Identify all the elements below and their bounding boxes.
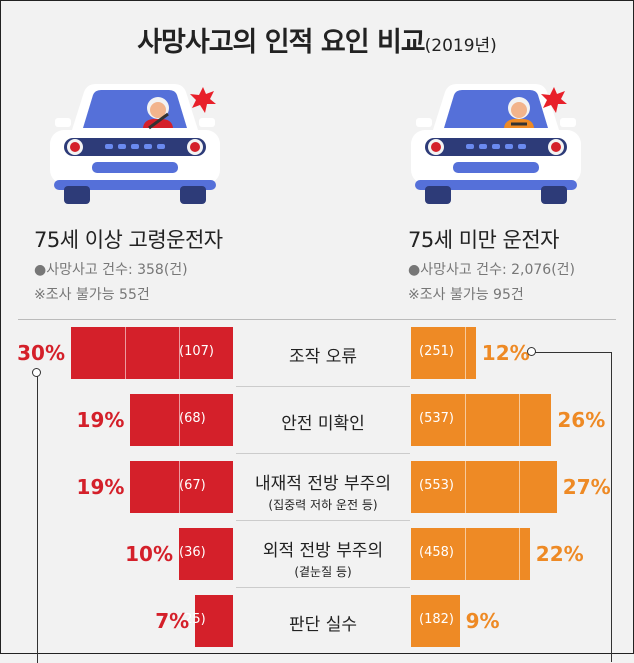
older-group-label: 75세 이상 고령운전자 (34, 228, 223, 252)
older-death-count: ●사망사고 건수: 358(건) (34, 262, 188, 278)
category-name: 판단 실수 (289, 615, 357, 635)
older-percent-label: 7% (155, 609, 190, 633)
older-bar (71, 327, 233, 379)
category-note: (집중력 저하 운전 등) (268, 498, 378, 512)
older-bar (195, 595, 233, 647)
older-connector-line (37, 373, 38, 663)
older-bar (179, 528, 233, 580)
younger-connector-line-h (532, 352, 612, 353)
younger-percent-label: 12% (481, 341, 530, 365)
younger-group-label: 75세 미만 운전자 (408, 228, 560, 252)
younger-count-label: (251) (419, 344, 454, 359)
younger-bar (411, 528, 530, 580)
older-percent-label: 30% (17, 341, 65, 365)
category-label: 내재적 전방 부주의 (집중력 저하 운전 등) (236, 469, 410, 513)
younger-connector-dot (527, 347, 536, 356)
older-count-label: (36) (179, 545, 206, 560)
older-percent-label: 19% (76, 408, 125, 432)
bar-segment-divider (178, 394, 180, 446)
title-year: (2019년) (424, 36, 497, 56)
category-separator (236, 520, 410, 521)
younger-bar (411, 461, 557, 513)
category-separator (236, 453, 410, 454)
younger-count-label: (458) (419, 545, 454, 560)
older-percent-label: 10% (125, 542, 173, 566)
category-name: 외적 전방 부주의 (262, 541, 384, 561)
alert-burst-icon (541, 87, 567, 113)
category-note: (곁눈질 등) (294, 565, 352, 579)
younger-driver-car-illustration (411, 84, 581, 204)
younger-percent-label: 26% (557, 408, 606, 432)
younger-unknown-count: ※조사 불가능 95건 (408, 287, 524, 303)
younger-bar (411, 595, 460, 647)
category-separator (236, 587, 410, 588)
younger-bar (411, 394, 552, 446)
category-label: 판단 실수 (236, 610, 410, 635)
bar-segment-divider (465, 461, 466, 513)
younger-count-label: (182) (419, 612, 454, 627)
younger-count-label: (537) (419, 411, 454, 426)
younger-percent-label: 27% (562, 475, 611, 499)
bar-segment-divider (125, 327, 126, 379)
category-name: 내재적 전방 부주의 (255, 474, 391, 494)
bar-segment-divider (519, 394, 520, 446)
category-name: 조작 오류 (289, 347, 357, 367)
alert-burst-icon (190, 87, 216, 113)
older-unknown-count: ※조사 불가능 55건 (34, 287, 150, 303)
younger-death-count: ●사망사고 건수: 2,076(건) (408, 262, 575, 278)
younger-group-meta: ●사망사고 건수: 2,076(건) ※조사 불가능 95건 (408, 258, 575, 308)
bar-segment-divider (465, 394, 466, 446)
younger-percent-label: 9% (465, 609, 500, 633)
category-label: 안전 미확인 (236, 409, 410, 434)
younger-count-label: (553) (419, 478, 454, 493)
bar-segment-divider (465, 327, 466, 379)
category-label: 외적 전방 부주의 (곁눈질 등) (236, 536, 410, 580)
bar-segment-divider (465, 528, 466, 580)
bar-segment-divider (179, 327, 180, 379)
older-bar (130, 461, 233, 513)
page-title: 사망사고의 인적 요인 비교(2019년) (0, 20, 634, 59)
older-driver-car-illustration (50, 84, 220, 204)
bar-segment-divider (519, 461, 520, 513)
older-percent-label: 19% (76, 475, 125, 499)
older-group-meta: ●사망사고 건수: 358(건) ※조사 불가능 55건 (34, 258, 188, 308)
older-connector-dot (32, 368, 41, 377)
younger-connector-line-v (611, 352, 612, 662)
category-separator (236, 386, 410, 387)
older-count-label: (67) (179, 478, 206, 493)
younger-bar (411, 327, 476, 379)
older-count-label: (68) (179, 411, 206, 426)
bar-segment-divider (519, 528, 520, 580)
older-count-label: (107) (179, 344, 214, 359)
older-count-label: (25) (179, 612, 206, 627)
younger-percent-label: 22% (535, 542, 584, 566)
older-bar (130, 394, 233, 446)
bar-segment-divider (178, 461, 180, 513)
title-text: 사망사고의 인적 요인 비교 (137, 27, 425, 58)
category-name: 안전 미확인 (281, 414, 365, 434)
section-divider (18, 319, 616, 320)
category-label: 조작 오류 (236, 342, 410, 367)
